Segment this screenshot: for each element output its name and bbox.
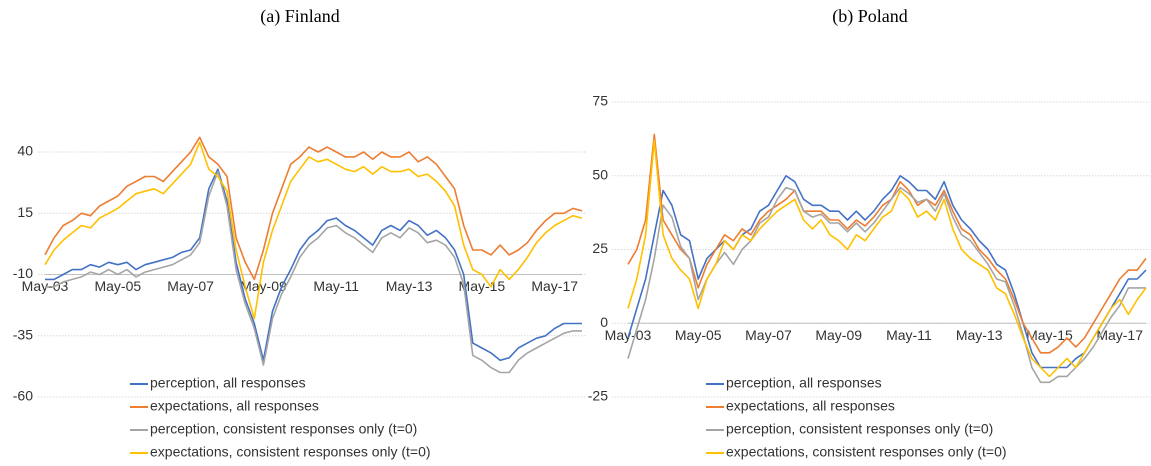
y-tick-label: -60 [13, 388, 33, 404]
legend-label: expectations, all responses [726, 398, 895, 414]
x-tick-label: May-07 [745, 327, 792, 343]
x-tick-label: May-07 [167, 278, 214, 294]
legend-label: expectations, consistent responses only … [726, 444, 1007, 460]
legend-label: expectations, consistent responses only … [150, 444, 431, 460]
data-line [45, 168, 582, 362]
y-tick-label: 50 [592, 166, 608, 182]
y-tick-label: -25 [588, 388, 608, 404]
x-tick-label: May-17 [531, 278, 578, 294]
y-tick-label: 75 [592, 93, 608, 109]
x-tick-label: May-15 [1026, 327, 1073, 343]
y-tick-label: -35 [13, 326, 33, 342]
y-tick-label: 25 [592, 240, 608, 256]
x-tick-label: May-05 [675, 327, 722, 343]
data-line [44, 136, 583, 281]
chart-title: (a) Finland [260, 6, 339, 27]
chart-title: (b) Poland [832, 6, 908, 27]
y-tick-label: 15 [17, 204, 33, 220]
y-tick-label: 40 [17, 143, 33, 159]
x-tick-label: May-05 [94, 278, 141, 294]
legend-label: perception, all responses [150, 375, 306, 391]
x-tick-label: May-17 [1096, 327, 1143, 343]
y-tick-label: -10 [13, 265, 33, 281]
x-tick-label: May-13 [956, 327, 1003, 343]
legend-label: perception, consistent responses only (t… [726, 421, 993, 437]
x-tick-label: May-09 [240, 278, 287, 294]
y-tick-label: 0 [600, 314, 608, 330]
legend-label: perception, all responses [726, 375, 882, 391]
x-tick-label: May-11 [313, 278, 359, 294]
data-line [44, 141, 583, 320]
data-line [45, 170, 582, 374]
x-tick-label: May-11 [886, 327, 932, 343]
legend-label: expectations, all responses [150, 398, 319, 414]
data-line [627, 133, 1147, 354]
legend-label: perception, consistent responses only (t… [150, 421, 417, 437]
data-line [627, 139, 1147, 378]
x-tick-label: May-13 [386, 278, 433, 294]
x-tick-label: May-09 [815, 327, 862, 343]
